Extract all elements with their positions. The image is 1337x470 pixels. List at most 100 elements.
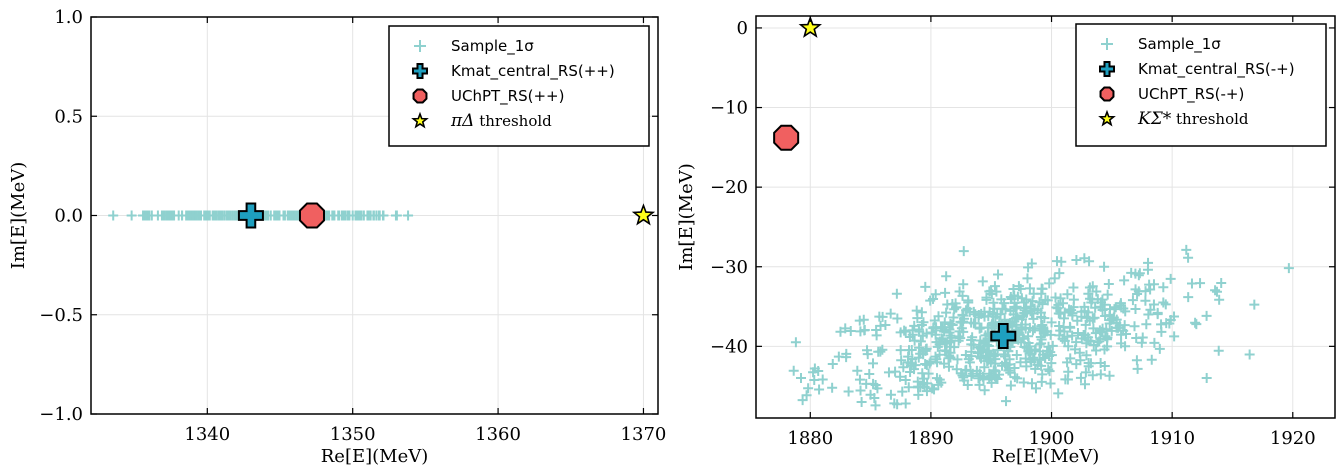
sample-point [845, 325, 856, 336]
sample-point [872, 383, 883, 394]
sample-point [1183, 292, 1194, 303]
sample-point [998, 349, 1009, 360]
sample-point [790, 337, 801, 348]
sample-point [1133, 270, 1144, 281]
sample-point [1113, 322, 1124, 333]
sample-point [803, 383, 814, 394]
sample-point [855, 326, 866, 337]
sample-point [982, 356, 993, 367]
sample-point [1015, 283, 1026, 294]
sample-point [377, 210, 388, 221]
sample-point [1023, 346, 1034, 357]
sample-point [161, 210, 172, 221]
sample-point [1011, 350, 1022, 361]
sample-point [1035, 325, 1046, 336]
sample-point [944, 327, 955, 338]
sample-point [1067, 310, 1078, 321]
sample-point [1027, 296, 1038, 307]
x-tick-label: 1890 [908, 428, 954, 449]
sample-point [797, 395, 808, 406]
sample-point [1030, 383, 1041, 394]
sample-point [809, 374, 820, 385]
sample-point [871, 324, 882, 335]
sample-point [963, 295, 974, 306]
sample-point [1012, 291, 1023, 302]
sample-point [995, 309, 1006, 320]
sample-point [833, 351, 844, 362]
sample-point [1164, 318, 1175, 329]
sample-point [1036, 334, 1047, 345]
sample-point [1026, 258, 1037, 269]
sample-point [949, 304, 960, 315]
sample-point [979, 362, 990, 373]
sample-point [1040, 353, 1051, 364]
sample-point [1244, 349, 1255, 360]
sample-point [1146, 354, 1157, 365]
sample-point [1021, 361, 1032, 372]
sample-point [954, 286, 965, 297]
sample-point [890, 366, 901, 377]
sample-point [1062, 374, 1073, 385]
sample-point [1130, 303, 1141, 314]
sample-point [1201, 372, 1212, 383]
sample-point [920, 358, 931, 369]
sample-point [1083, 332, 1094, 343]
sample-point [1104, 370, 1115, 381]
sample-point [817, 374, 828, 385]
legend-marker-plus [1101, 38, 1113, 50]
sample-point [870, 400, 881, 411]
sample-point [875, 346, 886, 357]
sample-point [1053, 299, 1064, 310]
sample-point [1249, 299, 1260, 310]
sample-point [892, 313, 903, 324]
sample-point [126, 210, 137, 221]
sample-point [921, 344, 932, 355]
y-tick-label: 0.5 [54, 106, 83, 127]
x-tick-label: 1350 [330, 424, 376, 445]
sample-point [946, 332, 957, 343]
sample-point [1127, 295, 1138, 306]
sample-point [895, 345, 906, 356]
sample-point [1148, 299, 1159, 310]
star-marker [631, 203, 656, 226]
sample-point [989, 281, 1000, 292]
sample-point [1064, 321, 1075, 332]
sample-point [1066, 305, 1077, 316]
sample-point [182, 210, 193, 221]
sample-point [984, 306, 995, 317]
sample-point [914, 326, 925, 337]
sample-point [108, 210, 119, 221]
sample-point [1130, 284, 1141, 295]
sample-point [977, 371, 988, 382]
sample-point [1095, 358, 1106, 369]
sample-point [947, 319, 958, 330]
sample-point [949, 342, 960, 353]
sample-point [852, 365, 863, 376]
sample-point [922, 378, 933, 389]
sample-point [1056, 256, 1067, 267]
sample-point [1136, 337, 1147, 348]
sample-point [933, 311, 944, 322]
sample-point [1097, 326, 1108, 337]
sample-point [958, 246, 969, 257]
sample-point [1126, 267, 1137, 278]
sample-point [1120, 306, 1131, 317]
sample-point [1059, 335, 1070, 346]
sample-point [983, 345, 994, 356]
sample-point [937, 334, 948, 345]
sample-point [362, 210, 373, 221]
sample-point [1054, 320, 1065, 331]
sample-point [864, 369, 875, 380]
sample-point [895, 371, 906, 382]
sample-point [896, 355, 907, 366]
x-axis-label: Re[E](MeV) [321, 446, 429, 467]
sample-point [1191, 319, 1202, 330]
sample-point [974, 379, 985, 390]
sample-point [271, 210, 282, 221]
sample-point [1024, 283, 1035, 294]
sample-point [1149, 337, 1160, 348]
y-tick-label: −0.5 [39, 305, 83, 326]
x-tick-label: 1910 [1149, 428, 1195, 449]
sample-point [970, 318, 981, 329]
sample-point [199, 210, 210, 221]
